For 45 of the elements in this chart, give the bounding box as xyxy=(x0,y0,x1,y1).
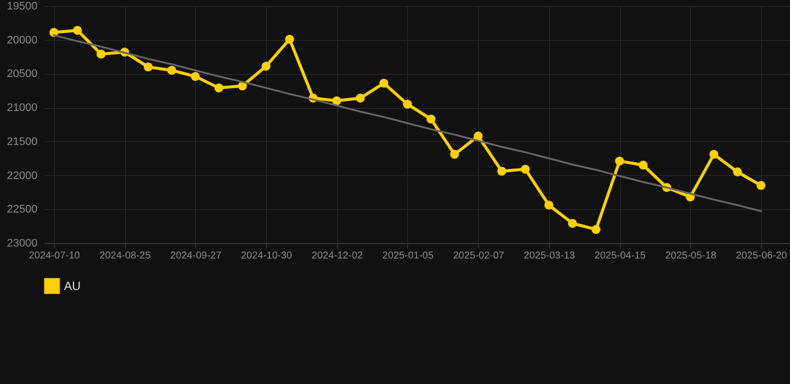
point xyxy=(450,150,460,159)
point xyxy=(379,78,388,88)
y-tick-label: 22500 xyxy=(6,204,38,216)
x-tick-label: 2025-04-15 xyxy=(594,250,646,262)
y-tick-label: 19500 xyxy=(6,0,38,12)
y-tick-label: 22000 xyxy=(6,170,38,182)
point xyxy=(214,83,224,92)
point xyxy=(732,167,742,176)
x-tick-label: 2024-10-30 xyxy=(240,250,293,262)
point xyxy=(190,72,200,81)
x-tick-label: 2024-09-27 xyxy=(170,250,222,262)
point xyxy=(568,218,577,228)
point xyxy=(96,50,106,59)
point xyxy=(474,132,483,140)
x-tick-label: 2024-08-25 xyxy=(100,250,152,262)
x-tick-label: 2025-05-18 xyxy=(665,250,717,262)
point xyxy=(756,180,766,190)
x-tick-label: 2024-12-02 xyxy=(312,250,364,262)
x-tick-label: 2024-07-10 xyxy=(28,250,80,262)
point xyxy=(592,224,600,234)
y-tick-label: 20000 xyxy=(6,34,38,46)
point xyxy=(332,96,342,106)
y-tick-label: 21000 xyxy=(6,102,38,114)
point xyxy=(497,166,506,176)
point xyxy=(356,94,365,103)
point xyxy=(144,62,153,72)
x-tick-label: 2025-06-20 xyxy=(736,250,788,262)
y-tick-label: 21500 xyxy=(6,136,38,148)
point xyxy=(615,156,624,166)
point xyxy=(262,62,271,71)
x-tick-label: 2025-01-05 xyxy=(382,250,434,262)
point xyxy=(402,100,412,109)
point xyxy=(544,200,554,210)
point xyxy=(285,34,294,44)
x-tick-label: 2025-02-07 xyxy=(453,250,505,262)
legend-label: AU xyxy=(64,279,81,293)
x-tick-label: 2025-03-13 xyxy=(524,250,576,262)
y-tick-label: 23000 xyxy=(6,238,38,250)
point xyxy=(73,26,82,35)
point xyxy=(709,150,718,159)
point xyxy=(426,114,436,124)
point xyxy=(520,164,530,174)
y-tick-label: 20500 xyxy=(6,68,38,80)
point xyxy=(167,66,176,75)
point xyxy=(638,160,648,170)
